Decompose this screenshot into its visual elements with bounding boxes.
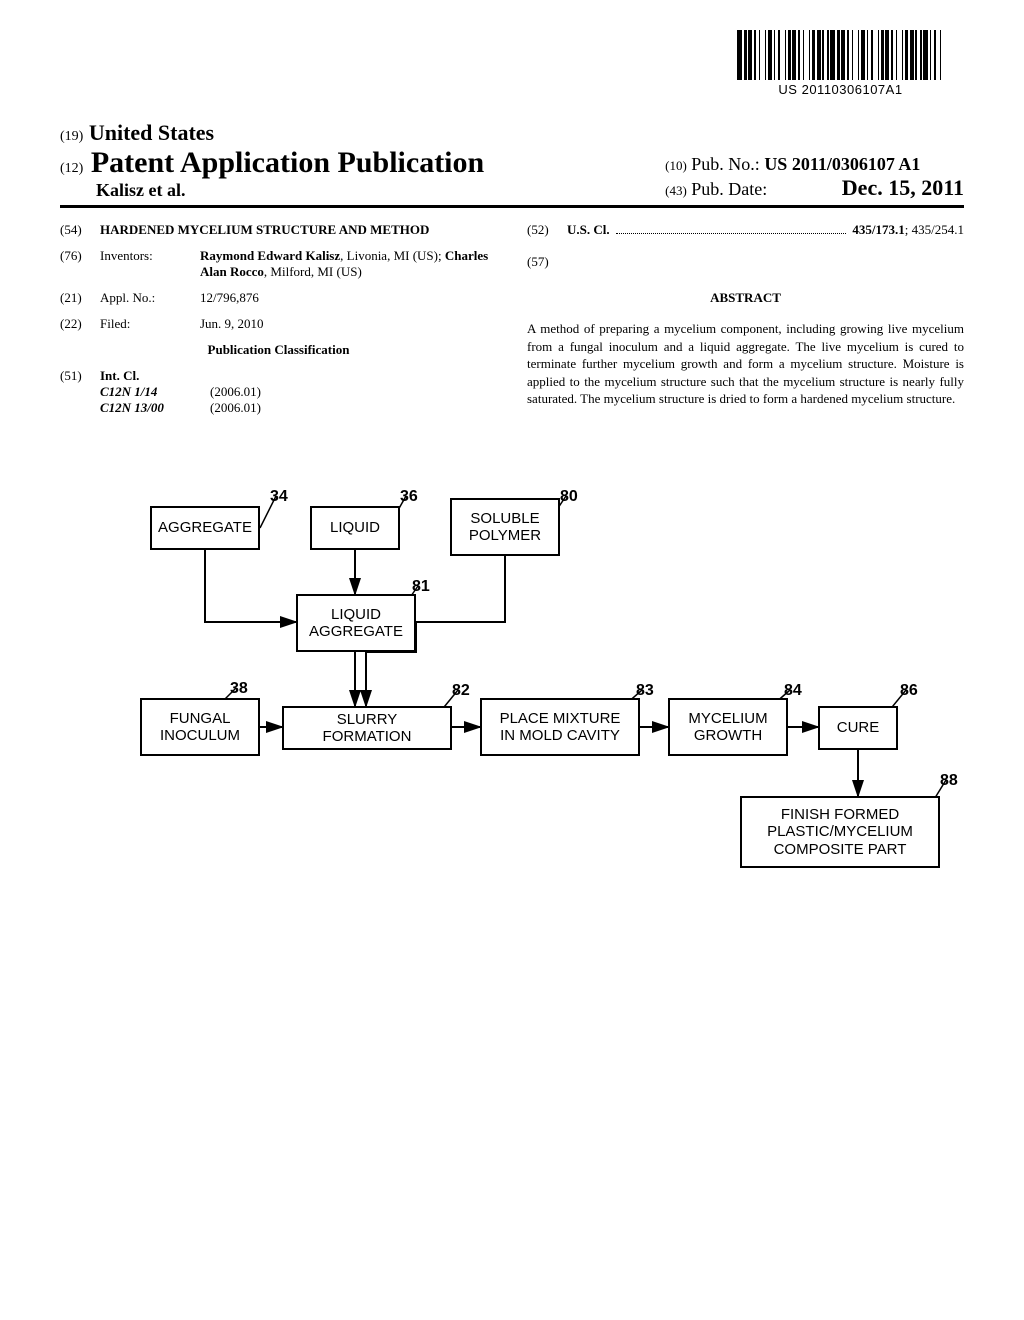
filed: Jun. 9, 2010 <box>200 316 497 332</box>
meta-left: (54) HARDENED MYCELIUM STRUCTURE AND MET… <box>60 222 497 416</box>
uscl-code: (52) <box>527 222 567 238</box>
meta-right: (52) U.S. Cl. 435/173.1; 435/254.1 (57) … <box>527 222 964 416</box>
callout-82: 82 <box>452 682 470 700</box>
pubdate-line: (43) Pub. Date: Dec. 15, 2011 <box>665 175 964 201</box>
applno: 12/796,876 <box>200 290 497 306</box>
intcl-item: C12N 1/14 (2006.01) <box>100 384 497 400</box>
inventor2-loc: , Milford, MI (US) <box>264 264 362 279</box>
country-code: (19) <box>60 129 83 144</box>
meta-columns: (54) HARDENED MYCELIUM STRUCTURE AND MET… <box>60 222 964 416</box>
pubdate-code: (43) <box>665 183 687 198</box>
applno-code: (21) <box>60 290 100 306</box>
callout-83: 83 <box>636 682 654 700</box>
uscl-dots <box>616 222 847 234</box>
intcl-item: C12N 13/00 (2006.01) <box>100 400 497 416</box>
callout-86: 86 <box>900 682 918 700</box>
authors-line: Kalisz et al. <box>60 180 484 201</box>
barcode <box>737 30 944 80</box>
filed-code: (22) <box>60 316 100 332</box>
inventors-row: (76) Inventors: Raymond Edward Kalisz, L… <box>60 248 497 280</box>
callout-38: 38 <box>230 680 248 698</box>
country-line: (19) United States <box>60 120 484 146</box>
abstract-heading: ABSTRACT <box>527 290 964 306</box>
header-right: (10) Pub. No.: US 2011/0306107 A1 (43) P… <box>665 154 964 201</box>
callout-81: 81 <box>412 578 430 596</box>
flowchart-node-cure: CURE <box>818 706 898 750</box>
intcl-cls: C12N 1/14 <box>100 384 210 400</box>
flowchart-node-slurry: SLURRY FORMATION <box>282 706 452 750</box>
doctype: Patent Application Publication <box>91 146 484 179</box>
callout-34: 34 <box>270 488 288 506</box>
uscl-secondary: ; 435/254.1 <box>905 222 964 237</box>
flowchart-node-fungal: FUNGAL INOCULUM <box>140 698 260 756</box>
pubno-label: Pub. No.: <box>691 154 760 174</box>
doctype-code: (12) <box>60 161 83 176</box>
abstract-row: (57) ABSTRACT <box>527 254 964 306</box>
uscl-row: (52) U.S. Cl. 435/173.1; 435/254.1 <box>527 222 964 238</box>
intcl-row: (51) Int. Cl. <box>60 368 497 384</box>
intcl-list: C12N 1/14 (2006.01) C12N 13/00 (2006.01) <box>100 384 497 416</box>
barcode-text: US 20110306107A1 <box>737 82 944 97</box>
country: United States <box>89 120 214 145</box>
header-left: (19) United States (12) Patent Applicati… <box>60 120 484 201</box>
pubno-code: (10) <box>665 158 687 173</box>
inventor1-loc: , Livonia, MI (US); <box>340 248 445 263</box>
abstract-body: A method of preparing a mycelium compone… <box>527 320 964 408</box>
pub-class-heading: Publication Classification <box>60 342 497 358</box>
uscl-values: 435/173.1; 435/254.1 <box>852 222 964 238</box>
applno-row: (21) Appl. No.: 12/796,876 <box>60 290 497 306</box>
flowchart-diagram: AGGREGATE 34 LIQUID36 SOLUBLE POLYMER80 LIQU… <box>60 476 960 896</box>
intcl-yr: (2006.01) <box>210 400 261 416</box>
uscl-primary: 435/173.1 <box>852 222 904 237</box>
inventors-code: (76) <box>60 248 100 280</box>
header: (19) United States (12) Patent Applicati… <box>60 120 964 208</box>
callout-84: 84 <box>784 682 802 700</box>
doctype-line: (12) Patent Application Publication <box>60 146 484 180</box>
filed-label: Filed: <box>100 316 200 332</box>
intcl-code: (51) <box>60 368 100 384</box>
inventors-label: Inventors: <box>100 248 200 280</box>
callout-80: 80 <box>560 488 578 506</box>
flowchart-node-finish: FINISH FORMED PLASTIC/MYCELIUM COMPOSITE… <box>740 796 940 868</box>
intcl-label: Int. Cl. <box>100 368 200 384</box>
flowchart-node-mold: PLACE MIXTURE IN MOLD CAVITY <box>480 698 640 756</box>
pubno-line: (10) Pub. No.: US 2011/0306107 A1 <box>665 154 964 175</box>
uscl-label: U.S. Cl. <box>567 222 610 238</box>
flowchart-node-liquid: LIQUID <box>310 506 400 550</box>
pubdate-label: Pub. Date: <box>691 179 767 199</box>
inventor1-name: Raymond Edward Kalisz <box>200 248 340 263</box>
flowchart-node-aggregate: AGGREGATE <box>150 506 260 550</box>
applno-label: Appl. No.: <box>100 290 200 306</box>
filed-row: (22) Filed: Jun. 9, 2010 <box>60 316 497 332</box>
flowchart-node-growth: MYCELIUM GROWTH <box>668 698 788 756</box>
inventors-value: Raymond Edward Kalisz, Livonia, MI (US);… <box>200 248 497 280</box>
title-row: (54) HARDENED MYCELIUM STRUCTURE AND MET… <box>60 222 497 238</box>
pubdate: Dec. 15, 2011 <box>842 175 964 200</box>
callout-36: 36 <box>400 488 418 506</box>
title-code: (54) <box>60 222 100 238</box>
title: HARDENED MYCELIUM STRUCTURE AND METHOD <box>100 222 497 238</box>
pubno: US 2011/0306107 A1 <box>764 154 920 174</box>
intcl-cls: C12N 13/00 <box>100 400 210 416</box>
flowchart-node-soluble: SOLUBLE POLYMER <box>450 498 560 556</box>
intcl-yr: (2006.01) <box>210 384 261 400</box>
abstract-code: (57) <box>527 254 549 269</box>
flowchart-node-liquid_agg: LIQUID AGGREGATE <box>296 594 416 652</box>
callout-88: 88 <box>940 772 958 790</box>
barcode-block: US 20110306107A1 <box>737 30 944 97</box>
